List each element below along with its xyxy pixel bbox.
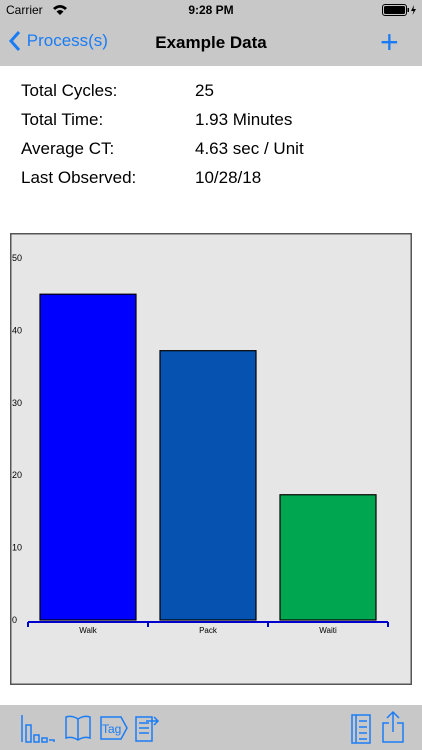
add-button[interactable]: + xyxy=(380,24,399,60)
stat-value: 25 xyxy=(195,81,214,100)
stat-value: 4.63 sec / Unit xyxy=(195,139,304,158)
bar xyxy=(159,350,257,621)
toolbar: Tag xyxy=(0,705,422,750)
x-tick-label: Waiti xyxy=(319,626,337,635)
book-button[interactable] xyxy=(64,714,92,742)
y-tick-label: 40 xyxy=(12,325,22,335)
notes-button[interactable] xyxy=(134,713,160,743)
y-tick-label: 10 xyxy=(12,543,22,553)
back-label: Process(s) xyxy=(26,31,108,50)
stat-label: Total Time: xyxy=(21,110,104,129)
stat-label: Last Observed: xyxy=(21,168,137,187)
stat-label: Average CT: xyxy=(21,139,115,158)
carrier: Carrier xyxy=(6,3,43,17)
x-tick-label: Walk xyxy=(79,626,97,635)
status-bar: Carrier 9:28 PM xyxy=(0,0,422,20)
battery-icon xyxy=(382,4,416,16)
back-chevron xyxy=(8,31,21,51)
bar xyxy=(279,494,377,621)
y-tick-label: 30 xyxy=(12,398,22,408)
back-button[interactable]: Process(s) xyxy=(8,30,108,52)
nav-bar: Process(s) Example Data + xyxy=(0,20,422,66)
x-tick-label: Pack xyxy=(199,626,218,635)
tag-button[interactable]: Tag xyxy=(99,713,129,743)
y-tick-label: 20 xyxy=(12,470,22,480)
tag-label: Tag xyxy=(102,722,121,736)
share-button[interactable] xyxy=(381,710,405,744)
stat-label: Total Cycles: xyxy=(21,81,118,100)
chart-button[interactable] xyxy=(20,713,56,745)
y-tick-label: 0 xyxy=(12,615,17,625)
bar xyxy=(39,293,137,621)
wifi-icon xyxy=(53,5,67,15)
time: 9:28 PM xyxy=(188,3,234,17)
y-tick-label: 50 xyxy=(12,253,22,263)
stat-value: 1.93 Minutes xyxy=(195,110,293,129)
stat-value: 10/28/18 xyxy=(195,168,262,187)
chart: 0 10 20 30 40 50 Walk Pack Waiti xyxy=(10,233,412,685)
list-button[interactable] xyxy=(350,713,372,745)
